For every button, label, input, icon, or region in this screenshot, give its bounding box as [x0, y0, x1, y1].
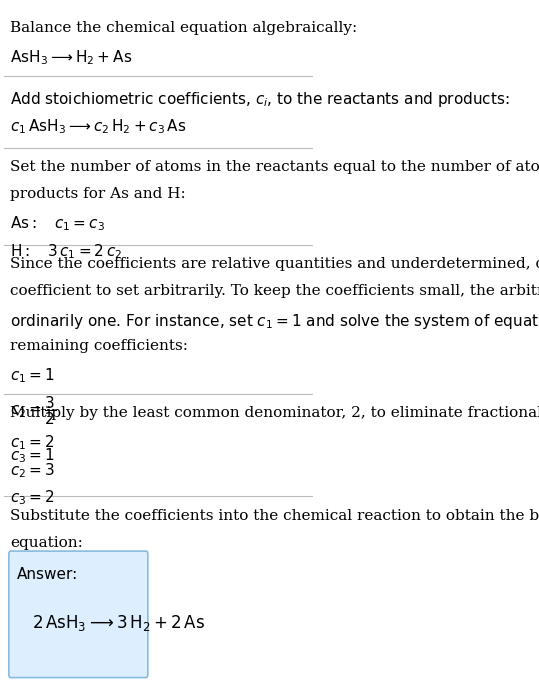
Text: $c_2 = 3$: $c_2 = 3$: [10, 461, 55, 480]
Text: products for As and H:: products for As and H:: [10, 188, 186, 201]
Text: Balance the chemical equation algebraically:: Balance the chemical equation algebraica…: [10, 21, 357, 35]
Text: $c_1 = 2$: $c_1 = 2$: [10, 433, 55, 452]
Text: Add stoichiometric coefficients, $c_i$, to the reactants and products:: Add stoichiometric coefficients, $c_i$, …: [10, 90, 510, 109]
Text: Multiply by the least common denominator, 2, to eliminate fractional coefficient: Multiply by the least common denominator…: [10, 406, 539, 420]
Text: equation:: equation:: [10, 536, 83, 550]
Text: $\mathrm{H:}\quad 3\,c_1 = 2\,c_2$: $\mathrm{H:}\quad 3\,c_1 = 2\,c_2$: [10, 242, 122, 261]
Text: $c_3 = 2$: $c_3 = 2$: [10, 488, 55, 507]
Text: ordinarily one. For instance, set $c_1 = 1$ and solve the system of equations fo: ordinarily one. For instance, set $c_1 =…: [10, 312, 539, 331]
FancyBboxPatch shape: [9, 551, 148, 677]
Text: Substitute the coefficients into the chemical reaction to obtain the balanced: Substitute the coefficients into the che…: [10, 509, 539, 522]
Text: $\mathrm{As:}\quad c_1 = c_3$: $\mathrm{As:}\quad c_1 = c_3$: [10, 215, 105, 233]
Text: $2\,\mathrm{AsH_3} \longrightarrow 3\,\mathrm{H_2} + 2\,\mathrm{As}$: $2\,\mathrm{AsH_3} \longrightarrow 3\,\m…: [32, 612, 205, 632]
Text: $c_2 = \dfrac{3}{2}$: $c_2 = \dfrac{3}{2}$: [10, 394, 57, 427]
Text: $c_1\, \mathrm{AsH_3} \longrightarrow c_2\, \mathrm{H_2} + c_3\, \mathrm{As}$: $c_1\, \mathrm{AsH_3} \longrightarrow c_…: [10, 117, 187, 136]
Text: Answer:: Answer:: [17, 567, 78, 582]
Text: Set the number of atoms in the reactants equal to the number of atoms in the: Set the number of atoms in the reactants…: [10, 160, 539, 174]
Text: $\mathrm{AsH_3} \longrightarrow \mathrm{H_2 + As}$: $\mathrm{AsH_3} \longrightarrow \mathrm{…: [10, 48, 133, 67]
Text: $c_3 = 1$: $c_3 = 1$: [10, 446, 55, 464]
Text: remaining coefficients:: remaining coefficients:: [10, 339, 188, 353]
Text: coefficient to set arbitrarily. To keep the coefficients small, the arbitrary va: coefficient to set arbitrarily. To keep …: [10, 284, 539, 298]
Text: $c_1 = 1$: $c_1 = 1$: [10, 367, 55, 385]
Text: Since the coefficients are relative quantities and underdetermined, choose a: Since the coefficients are relative quan…: [10, 257, 539, 271]
